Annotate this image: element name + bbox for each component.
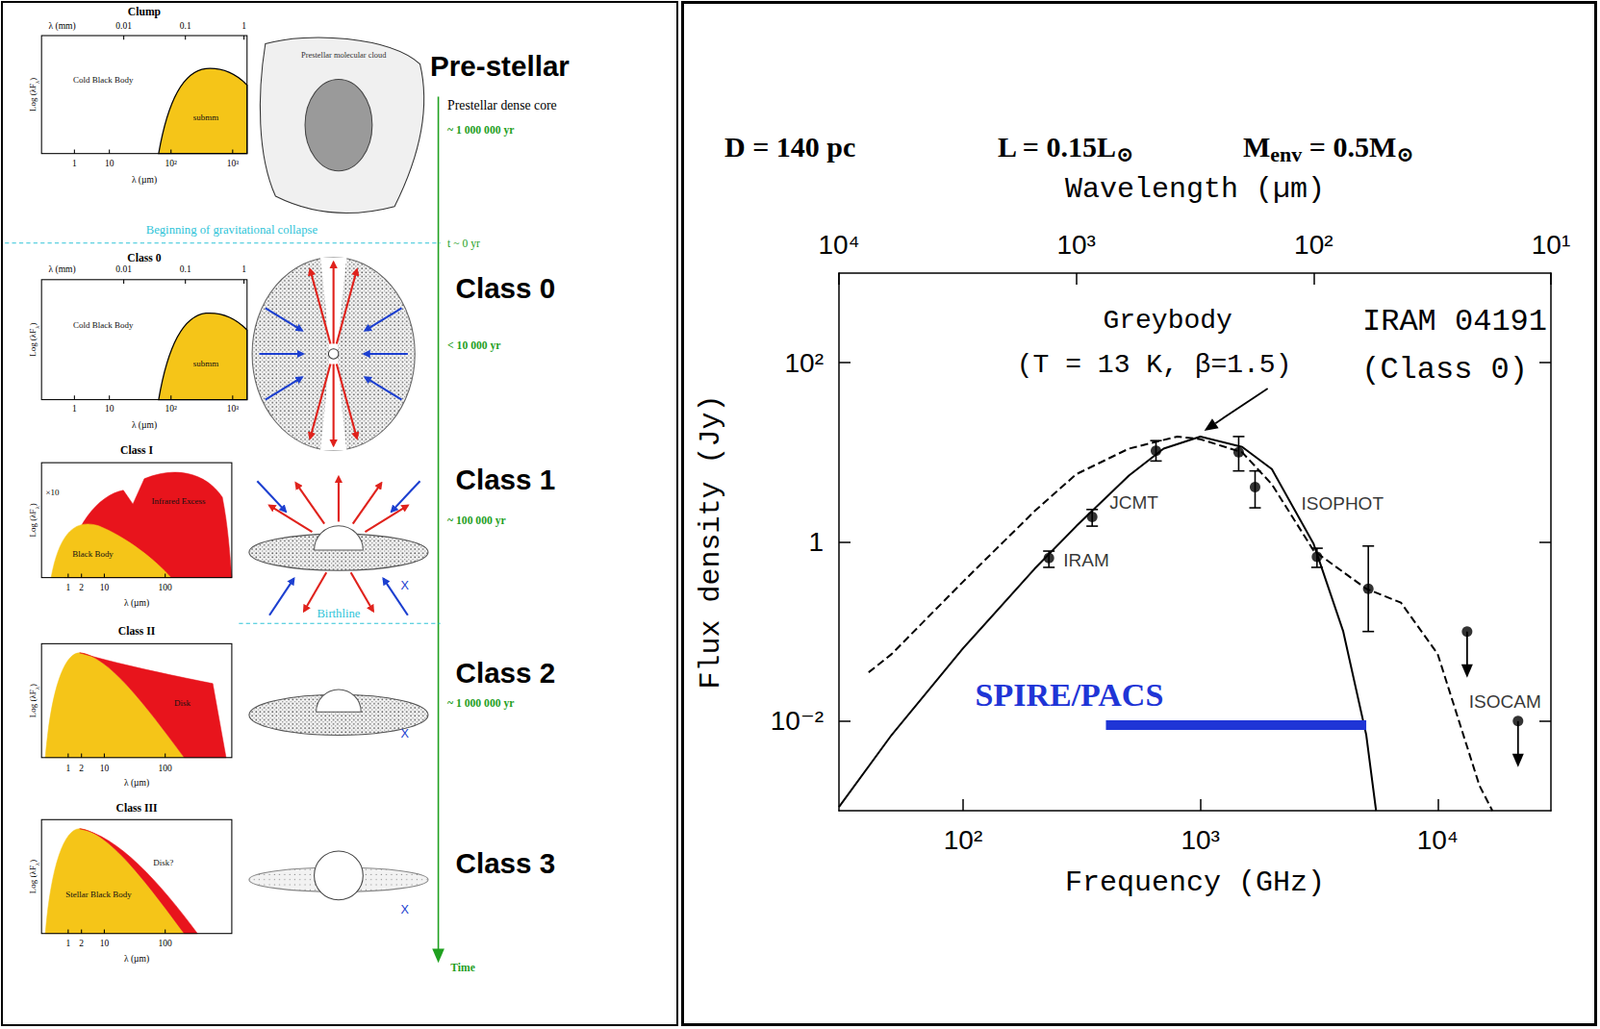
svg-text:~ 1 000 000 yr: ~ 1 000 000 yr	[447, 124, 514, 137]
svg-text:X: X	[400, 727, 409, 741]
svg-text:Disk?: Disk?	[152, 858, 174, 868]
svg-text:2: 2	[78, 939, 84, 949]
svg-text:10³: 10³	[227, 404, 240, 414]
svg-text:10³: 10³	[1180, 825, 1220, 856]
svg-text:λ (µm): λ (µm)	[124, 778, 150, 789]
svg-text:Class II: Class II	[118, 625, 156, 638]
svg-text:10: 10	[104, 404, 115, 414]
svg-text:IRAM 04191: IRAM 04191	[1362, 304, 1548, 340]
svg-text:submm: submm	[193, 112, 219, 123]
svg-text:Log (λFλ): Log (λFλ)	[27, 684, 40, 718]
svg-text:0.1: 0.1	[179, 264, 192, 275]
svg-text:1: 1	[241, 21, 247, 31]
svg-text:t ~ 0 yr: t ~ 0 yr	[447, 237, 481, 251]
svg-text:0.01: 0.01	[115, 264, 132, 275]
svg-text:IRAM: IRAM	[1063, 550, 1110, 571]
svg-text:10²: 10²	[165, 404, 178, 414]
svg-text:1: 1	[808, 527, 824, 558]
svg-text:(Class 0): (Class 0)	[1361, 352, 1528, 388]
svg-text:Prestellar molecular cloud: Prestellar molecular cloud	[301, 50, 387, 60]
svg-text:10: 10	[100, 583, 110, 593]
svg-text:Beginning of gravitational col: Beginning of gravitational collapse	[146, 223, 319, 237]
svg-text:Greybody: Greybody	[1102, 305, 1232, 336]
svg-text:~ 100 000 yr: ~ 100 000 yr	[447, 514, 507, 528]
svg-text:100: 100	[158, 583, 174, 593]
svg-text:10³: 10³	[1056, 229, 1095, 260]
svg-text:< 10 000 yr: < 10 000 yr	[447, 339, 501, 353]
svg-text:Class 3: Class 3	[456, 847, 557, 880]
svg-text:Clump: Clump	[127, 5, 161, 19]
svg-text:Pre-stellar: Pre-stellar	[430, 50, 570, 82]
svg-text:λ (µm): λ (µm)	[124, 954, 150, 966]
svg-text:2: 2	[78, 583, 84, 593]
svg-text:submm: submm	[193, 358, 219, 369]
svg-text:1: 1	[72, 404, 77, 414]
svg-text:Disk: Disk	[174, 698, 191, 709]
svg-text:100: 100	[158, 763, 174, 774]
svg-text:10: 10	[100, 939, 110, 949]
svg-text:10²: 10²	[785, 348, 824, 379]
svg-text:10²: 10²	[165, 158, 178, 169]
svg-text:Stellar Black Body: Stellar Black Body	[65, 889, 132, 900]
svg-text:Wavelength (µm): Wavelength (µm)	[1065, 173, 1325, 206]
svg-text:Log (λFλ): Log (λFλ)	[27, 503, 40, 537]
svg-text:1: 1	[65, 763, 71, 774]
svg-text:SPIRE/PACS: SPIRE/PACS	[974, 677, 1164, 713]
svg-text:10²: 10²	[943, 825, 983, 856]
svg-text:0.1: 0.1	[179, 21, 192, 31]
svg-text:ISOCAM: ISOCAM	[1469, 691, 1542, 712]
svg-text:Frequency (GHz): Frequency (GHz)	[1065, 866, 1325, 900]
svg-text:(T = 13 K, β=1.5): (T = 13 K, β=1.5)	[1016, 350, 1293, 381]
svg-text:Cold Black Body: Cold Black Body	[73, 75, 134, 85]
svg-text:Class 0: Class 0	[456, 272, 557, 305]
svg-text:ISOPHOT: ISOPHOT	[1300, 493, 1384, 514]
html-text:D = 140 pc: D = 140 pc	[724, 130, 856, 163]
svg-text:Cold Black Body: Cold Black Body	[73, 320, 134, 331]
svg-text:×10: ×10	[45, 487, 60, 498]
svg-text:1: 1	[65, 939, 71, 949]
svg-text:Class 0: Class 0	[126, 252, 161, 265]
svg-text:2: 2	[78, 763, 84, 774]
svg-text:Log (λFλ): Log (λFλ)	[27, 323, 40, 357]
svg-text:Class III: Class III	[116, 802, 158, 815]
svg-text:10: 10	[100, 763, 110, 774]
svg-text:Log (λFλ): Log (λFλ)	[27, 77, 41, 112]
svg-text:Flux density (Jy): Flux density (Jy)	[694, 394, 728, 689]
svg-text:Prestellar dense core: Prestellar dense core	[447, 98, 558, 113]
svg-text:Class I: Class I	[120, 444, 153, 458]
svg-text:10⁴: 10⁴	[1417, 825, 1459, 856]
svg-text:Infrared Excess: Infrared Excess	[152, 496, 207, 507]
svg-text:1: 1	[241, 264, 247, 275]
html-text:L = 0.15L⊙: L = 0.15L⊙	[997, 130, 1134, 167]
svg-text:10²: 10²	[1294, 229, 1333, 260]
svg-text:X: X	[400, 903, 409, 917]
svg-text:Time: Time	[450, 962, 476, 975]
svg-text:Birthline: Birthline	[316, 607, 360, 621]
svg-text:10⁴: 10⁴	[817, 229, 860, 260]
svg-text:10¹: 10¹	[1531, 229, 1571, 260]
svg-text:100: 100	[158, 939, 174, 949]
html-text:Menv= 0.5M⊙: Menv= 0.5M⊙	[1243, 130, 1415, 167]
svg-text:1: 1	[65, 583, 71, 593]
svg-text:Log (λFλ): Log (λFλ)	[27, 860, 40, 894]
svg-text:10³: 10³	[227, 158, 240, 169]
svg-text:0.01: 0.01	[115, 21, 132, 31]
svg-text:~ 1 000 000 yr: ~ 1 000 000 yr	[447, 697, 514, 711]
svg-text:10: 10	[104, 158, 115, 169]
svg-text:JCMT: JCMT	[1109, 492, 1159, 513]
svg-text:10⁻²: 10⁻²	[770, 706, 824, 737]
svg-text:λ (µm): λ (µm)	[131, 175, 157, 186]
svg-text:λ (µm): λ (µm)	[124, 598, 150, 610]
svg-text:1: 1	[72, 158, 77, 169]
svg-text:Black Body: Black Body	[72, 549, 114, 559]
svg-text:Class 2: Class 2	[456, 657, 557, 689]
svg-text:X: X	[400, 579, 409, 593]
svg-text:Class 1: Class 1	[456, 463, 557, 496]
svg-text:λ (mm): λ (mm)	[48, 264, 76, 276]
svg-text:λ (mm): λ (mm)	[48, 21, 76, 32]
svg-text:λ (µm): λ (µm)	[131, 420, 157, 432]
